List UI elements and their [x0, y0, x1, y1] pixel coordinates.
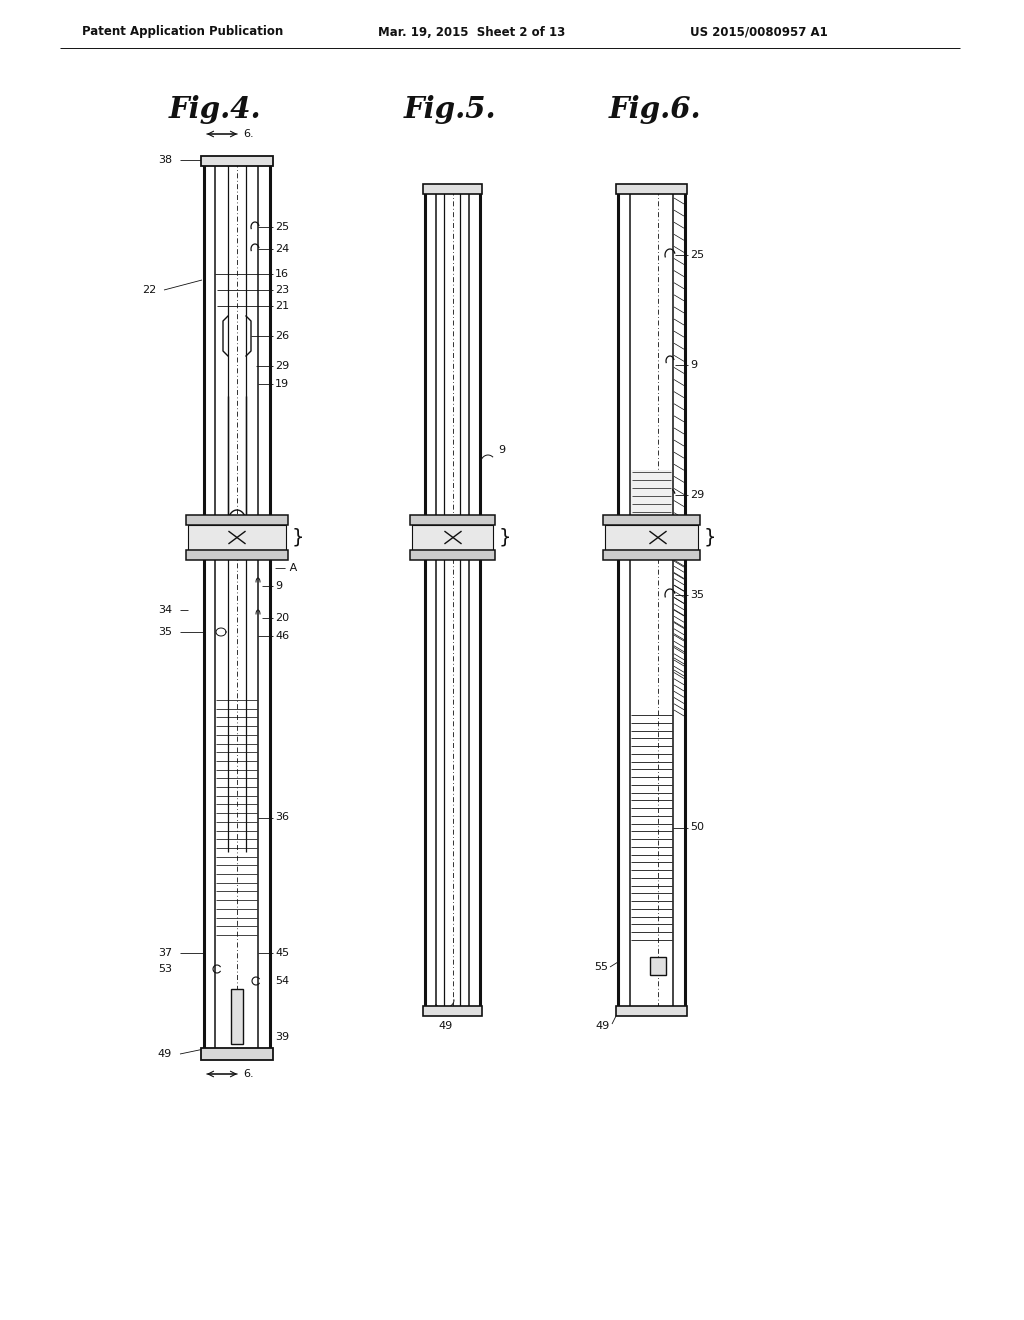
Bar [410, 550, 495, 560]
Text: 22: 22 [141, 285, 156, 294]
Text: 37: 37 [158, 948, 172, 958]
Text: 23: 23 [275, 285, 289, 294]
Bar [201, 1048, 273, 1060]
Text: 54: 54 [275, 975, 289, 986]
Text: 25: 25 [690, 249, 705, 260]
Bar [650, 957, 666, 975]
Bar [631, 470, 672, 531]
Text: 6.: 6. [243, 129, 254, 139]
Text: 34: 34 [158, 605, 172, 615]
Text: Mar. 19, 2015  Sheet 2 of 13: Mar. 19, 2015 Sheet 2 of 13 [378, 25, 565, 38]
Text: Fig.4.: Fig.4. [169, 95, 261, 124]
Bar [188, 525, 286, 550]
Bar [423, 183, 482, 194]
Bar [603, 550, 700, 560]
Text: 46: 46 [275, 631, 289, 642]
Text: 55: 55 [594, 962, 608, 972]
Text: Patent Application Publication: Patent Application Publication [82, 25, 284, 38]
Bar [186, 550, 288, 560]
Text: 36: 36 [275, 813, 289, 822]
Text: 26: 26 [275, 331, 289, 341]
Bar [412, 525, 493, 550]
Bar [616, 1006, 687, 1016]
Text: 35: 35 [690, 590, 705, 601]
Bar [603, 515, 700, 525]
Text: 49: 49 [158, 1049, 172, 1059]
Text: 50: 50 [690, 822, 705, 833]
Text: }: } [292, 528, 304, 546]
Text: 19: 19 [275, 379, 289, 389]
Text: 16: 16 [275, 269, 289, 279]
Text: 24: 24 [275, 244, 289, 253]
Bar [186, 515, 288, 525]
Bar [605, 525, 698, 550]
Text: 38: 38 [158, 154, 172, 165]
Text: 49: 49 [596, 1020, 610, 1031]
Text: 39: 39 [275, 1032, 289, 1041]
Text: 53: 53 [158, 964, 172, 974]
Text: 9: 9 [275, 581, 283, 591]
Text: 9: 9 [690, 360, 697, 370]
Text: 29: 29 [690, 490, 705, 500]
Bar [423, 1006, 482, 1016]
Text: 9: 9 [498, 445, 505, 455]
Text: 29: 29 [275, 360, 289, 371]
Text: 45: 45 [275, 948, 289, 958]
Text: US 2015/0080957 A1: US 2015/0080957 A1 [690, 25, 827, 38]
Text: Fig.5.: Fig.5. [403, 95, 497, 124]
Text: Fig.6.: Fig.6. [608, 95, 701, 124]
Text: 20: 20 [275, 612, 289, 623]
Bar [231, 989, 243, 1044]
Bar [410, 515, 495, 525]
Text: — A: — A [275, 564, 297, 573]
Text: 6.: 6. [243, 1069, 254, 1078]
Text: 35: 35 [158, 627, 172, 638]
Text: 49: 49 [438, 1020, 453, 1031]
Bar [201, 156, 273, 166]
Text: 21: 21 [275, 301, 289, 312]
Text: }: } [705, 528, 717, 546]
Bar [616, 183, 687, 194]
Text: 25: 25 [275, 222, 289, 232]
Text: }: } [499, 528, 512, 546]
